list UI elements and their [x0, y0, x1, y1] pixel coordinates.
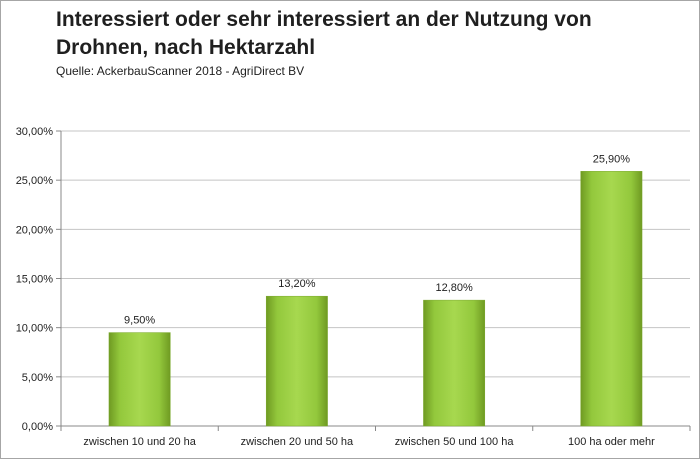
- chart-subtitle: Quelle: AckerbauScanner 2018 - AgriDirec…: [56, 64, 305, 78]
- data-label: 9,50%: [124, 315, 155, 327]
- bar: [423, 299, 486, 427]
- data-label: 13,20%: [278, 278, 316, 290]
- data-label: 12,80%: [435, 282, 473, 294]
- y-tick-label: 25,00%: [16, 175, 54, 187]
- x-tick-label: 100 ha oder mehr: [568, 436, 655, 448]
- bar: [108, 332, 171, 427]
- x-tick-label: zwischen 20 und 50 ha: [241, 436, 354, 448]
- chart-title: Interessiert oder sehr interessiert an d…: [56, 8, 592, 59]
- bar: [580, 171, 643, 427]
- x-tick-label: zwischen 10 und 20 ha: [83, 436, 196, 448]
- y-tick-label: 20,00%: [16, 224, 54, 236]
- x-tick-label: zwischen 50 und 100 ha: [395, 436, 515, 448]
- y-tick-label: 15,00%: [16, 274, 54, 286]
- y-tick-label: 5,00%: [22, 372, 53, 384]
- y-tick-label: 0,00%: [22, 421, 53, 433]
- bar: [265, 295, 328, 427]
- data-label: 25,90%: [593, 153, 631, 165]
- y-tick-label: 10,00%: [16, 323, 54, 335]
- y-tick-label: 30,00%: [16, 126, 54, 138]
